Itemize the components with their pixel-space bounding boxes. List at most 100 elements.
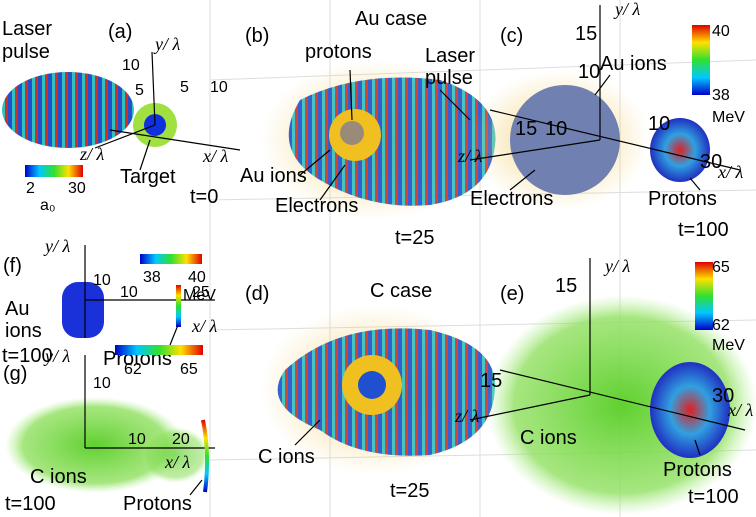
panel-label: (c) (500, 25, 523, 47)
label: pulse (425, 67, 473, 89)
colorbar (115, 345, 203, 355)
panel-a: (a) Laser pulse y/ λ 10 5 5 10 z/ λ x/ λ… (2, 18, 241, 214)
line (594, 74, 611, 96)
line (209, 59, 756, 81)
line (439, 89, 471, 121)
axis-label: x/ λ (717, 162, 743, 182)
tick: 30 (68, 180, 86, 197)
panel-label: (a) (108, 21, 132, 43)
label: Target (120, 166, 176, 188)
colorbar (695, 262, 713, 330)
shape (176, 285, 181, 327)
line (189, 479, 203, 496)
shape (650, 362, 730, 458)
line (169, 324, 179, 346)
panel-label: (g) (3, 363, 27, 385)
axis-label: z/ λ (79, 144, 105, 164)
colorbar-label: MeV (712, 337, 745, 354)
panel-label: (b) (245, 25, 269, 47)
tick: 40 (712, 23, 730, 40)
laser-pulse (2, 72, 134, 148)
shape (358, 371, 386, 399)
axis-label: y/ λ (43, 346, 70, 366)
axis-label: z/ λ (457, 146, 483, 166)
shape (62, 282, 104, 338)
tick: 10 (128, 431, 146, 448)
shape (650, 118, 710, 182)
tick: 5 (135, 82, 144, 99)
colorbar-label: MeV (183, 287, 216, 304)
time: t=100 (5, 493, 56, 515)
tick: 15 (575, 23, 597, 45)
tick: 15 (480, 370, 502, 392)
label: pulse (2, 41, 50, 63)
line (139, 139, 151, 171)
label: Protons (648, 188, 717, 210)
axis-label: x/ λ (164, 452, 190, 472)
label: Au ions (240, 165, 307, 187)
shape (201, 419, 210, 493)
time: t=25 (390, 480, 429, 502)
line (499, 369, 746, 431)
tick: 62 (712, 317, 730, 334)
label: Laser (425, 45, 475, 67)
tick: 30 (700, 151, 722, 173)
tick: 10 (93, 375, 111, 392)
tick: 10 (210, 79, 228, 96)
tick: 65 (180, 361, 198, 378)
colorbar-label: a₀ (40, 197, 56, 214)
axis-label: y/ λ (613, 0, 640, 19)
colorbar-label: MeV (712, 109, 745, 126)
panel-f: (f) y/ λ 10 38 40 MeV Au ions 10 25 x/ λ… (2, 236, 217, 370)
label: Protons (663, 459, 732, 481)
tick: 10 (578, 61, 600, 83)
colorbar (692, 25, 710, 95)
panel-label: (d) (245, 283, 269, 305)
label: C ions (520, 427, 577, 449)
panel-d: (d) C case C ions t=25 (245, 280, 495, 502)
time: t=25 (395, 227, 434, 249)
tick: 38 (143, 269, 161, 286)
label: Laser (2, 18, 52, 40)
tick: 65 (712, 259, 730, 276)
label: C ions (258, 446, 315, 468)
line (294, 419, 321, 446)
line (509, 169, 536, 191)
axis-label: y/ λ (153, 34, 180, 54)
colorbar (25, 165, 83, 177)
panel-b: (b) Au case protons Laser pulse Au ions … (240, 8, 496, 249)
panel-c: (c) y/ λ 15 10 40 38 MeV Au ions 15 10 1… (457, 0, 745, 241)
tick: 38 (712, 87, 730, 104)
label: protons (305, 41, 372, 63)
time: t=0 (190, 186, 218, 208)
tick: 10 (545, 118, 567, 140)
shape (487, 295, 756, 515)
label: ions (5, 320, 42, 342)
label: Electrons (275, 195, 358, 217)
line (349, 69, 353, 121)
axis-label: x/ λ (191, 316, 217, 336)
panel-label: (e) (500, 283, 524, 305)
axis-label: z/ λ (454, 406, 480, 426)
tick: 10 (648, 113, 670, 135)
panel-g: (g) y/ λ 10 62 65 10 20 x/ λ C ions t=10… (3, 345, 215, 515)
tick: 15 (555, 275, 577, 297)
tick: 5 (180, 79, 189, 96)
line (151, 51, 156, 126)
axis-label: x/ λ (202, 146, 228, 166)
label: C ions (30, 466, 87, 488)
axis-label: y/ λ (43, 236, 70, 256)
line (109, 129, 241, 151)
line (299, 149, 331, 176)
line (469, 394, 591, 421)
axis-label: y/ λ (603, 256, 630, 276)
laser-pulse (288, 77, 496, 206)
label: Protons (123, 493, 192, 515)
axis-label: x/ λ (727, 400, 753, 420)
tick: 25 (192, 284, 210, 301)
line (319, 164, 346, 201)
time: t=100 (678, 219, 729, 241)
line (689, 177, 701, 191)
tick: 15 (515, 118, 537, 140)
